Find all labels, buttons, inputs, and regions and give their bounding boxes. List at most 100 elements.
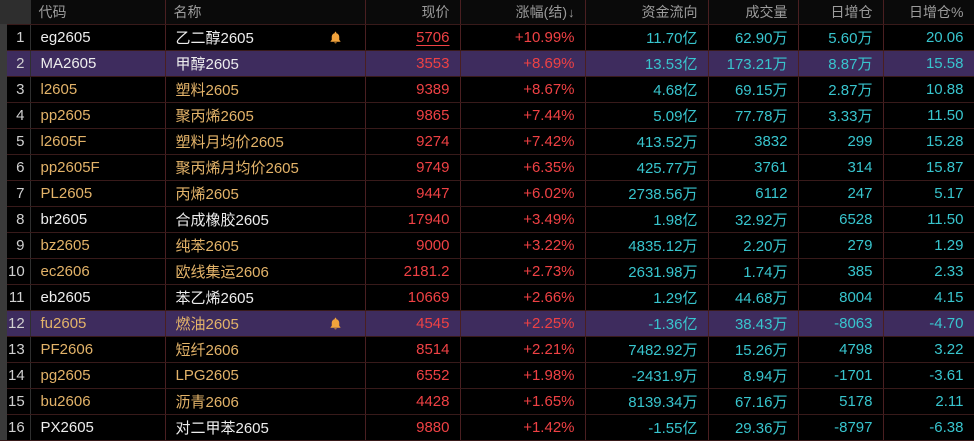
- instrument-code-text: pg2605: [40, 367, 91, 384]
- row-number-text: 6: [16, 159, 25, 176]
- change-percent-text: +1.98%: [523, 367, 575, 384]
- table-row[interactable]: 6 pp2605F 聚丙烯月均价2605 9749 +6.35% 425.77万 3761 3…: [0, 154, 974, 181]
- open-interest-change-cell: 6528: [798, 206, 884, 233]
- open-interest-change-cell: 5.60万: [798, 24, 884, 51]
- table-row[interactable]: 15 bu2606 沥青2606 4428 +1.65% 8139.34万 67.16万 51…: [0, 388, 974, 415]
- change-percent-text: +1.65%: [523, 393, 575, 410]
- instrument-code-text: MA2605: [40, 55, 97, 72]
- instrument-name-cell: 塑料2605: [165, 76, 366, 103]
- volume-cell: 15.26万: [708, 336, 799, 363]
- instrument-code-cell: pg2605: [30, 362, 166, 389]
- table-row[interactable]: 1 eg2605 乙二醇2605 5706 +10.99% 11.70亿 62.90万 5.6…: [0, 24, 974, 51]
- open-interest-change-cell: 279: [798, 232, 884, 259]
- change-percent-cell: +2.25%: [460, 310, 586, 337]
- instrument-name-text: 对二甲苯2605: [175, 420, 269, 437]
- capital-flow-text: -1.55亿: [648, 420, 698, 437]
- change-percent-text: +2.66%: [523, 289, 575, 306]
- table-row[interactable]: 4 pp2605 聚丙烯2605 9865 +7.44% 5.09亿 77.78万 3.33万…: [0, 102, 974, 129]
- table-row[interactable]: 12 fu2605 燃油2605 4545 +2.25% -1.36亿 38.43万 -806…: [0, 310, 974, 337]
- instrument-code-text: l2605: [40, 81, 78, 98]
- last-price-cell: 6552: [365, 362, 461, 389]
- open-interest-change-percent-text: 20.06: [925, 29, 964, 46]
- alert-bell-icon[interactable]: [328, 30, 343, 45]
- last-price-text: 9880: [416, 419, 450, 436]
- instrument-name-text: 沥青2606: [175, 394, 239, 411]
- table-row[interactable]: 5 l2605F 塑料月均价2605 9274 +7.42% 413.52万 3832 299…: [0, 128, 974, 155]
- change-percent-cell: +6.02%: [460, 180, 586, 207]
- open-interest-change-text: 6528: [839, 211, 873, 228]
- column-header-name[interactable]: 名称: [165, 0, 366, 25]
- last-price-text: 9749: [416, 159, 450, 176]
- instrument-name-cell: 乙二醇2605: [165, 24, 366, 51]
- volume-text: 3761: [754, 159, 788, 176]
- instrument-code-text: l2605F: [40, 133, 87, 150]
- open-interest-change-text: 247: [847, 185, 873, 202]
- table-row[interactable]: 3 l2605 塑料2605 9389 +8.67% 4.68亿 69.15万 2.87万 10…: [0, 76, 974, 103]
- open-interest-change-percent-cell: 15.28: [883, 128, 974, 155]
- column-header-oi_change[interactable]: 日增仓: [798, 0, 884, 25]
- capital-flow-text: 425.77万: [636, 160, 698, 177]
- open-interest-change-text: 5.60万: [828, 30, 873, 47]
- instrument-name-text: 甲醇2605: [175, 56, 239, 73]
- instrument-code-text: PF2606: [40, 341, 94, 358]
- last-price-cell: 4545: [365, 310, 461, 337]
- column-header-volume[interactable]: 成交量: [708, 0, 799, 25]
- open-interest-change-cell: 247: [798, 180, 884, 207]
- volume-text: 3832: [754, 133, 788, 150]
- open-interest-change-percent-text: 4.15: [934, 289, 964, 306]
- column-header-label: 名称: [173, 4, 202, 20]
- column-header-oi_change_pct[interactable]: 日增仓%: [883, 0, 974, 25]
- capital-flow-cell: 2738.56万: [585, 180, 709, 207]
- change-percent-text: +8.67%: [523, 81, 575, 98]
- instrument-code-cell: PL2605: [30, 180, 166, 207]
- instrument-name-cell: 苯乙烯2605: [165, 284, 366, 311]
- open-interest-change-text: -1701: [834, 367, 873, 384]
- table-row[interactable]: 10 ec2606 欧线集运2606 2181.2 +2.73% 2631.98万 1.74…: [0, 258, 974, 285]
- capital-flow-text: 2738.56万: [628, 186, 698, 203]
- instrument-name-cell: 短纤2606: [165, 336, 366, 363]
- capital-flow-text: 4.68亿: [653, 82, 698, 99]
- open-interest-change-cell: 3.33万: [798, 102, 884, 129]
- volume-text: 173.21万: [726, 56, 788, 73]
- column-header-flow[interactable]: 资金流向: [585, 0, 709, 25]
- volume-cell: 62.90万: [708, 24, 799, 51]
- table-row[interactable]: 2 MA2605 甲醇2605 3553 +8.69% 13.53亿 173.21万 8.87…: [0, 50, 974, 77]
- change-percent-cell: +1.98%: [460, 362, 586, 389]
- open-interest-change-text: -8063: [834, 315, 873, 332]
- instrument-code-cell: br2605: [30, 206, 166, 233]
- capital-flow-cell: 4835.12万: [585, 232, 709, 259]
- column-header-code[interactable]: 代码: [30, 0, 166, 25]
- volume-text: 77.78万: [734, 108, 788, 125]
- instrument-code-cell: ec2606: [30, 258, 166, 285]
- table-row[interactable]: 13 PF2606 短纤2606 8514 +2.21% 7482.92万 15.26万 47…: [0, 336, 974, 363]
- volume-text: 32.92万: [734, 212, 788, 229]
- column-header-change[interactable]: 涨幅(结)↓: [460, 0, 586, 25]
- table-row[interactable]: 8 br2605 合成橡胶2605 17940 +3.49% 1.98亿 32.92万 652…: [0, 206, 974, 233]
- last-price-text: 4428: [416, 393, 450, 410]
- table-row[interactable]: 9 bz2605 纯苯2605 9000 +3.22% 4835.12万 2.20万 279 1…: [0, 232, 974, 259]
- instrument-name-text: 苯乙烯2605: [175, 290, 254, 307]
- last-price-text[interactable]: 5706: [416, 29, 450, 46]
- last-price-text: 17940: [407, 211, 450, 228]
- alert-bell-icon[interactable]: [328, 316, 343, 331]
- column-header-label: 现价: [421, 4, 450, 20]
- open-interest-change-percent-cell: -6.38: [883, 414, 974, 441]
- table-row[interactable]: 11 eb2605 苯乙烯2605 10669 +2.66% 1.29亿 44.68万 800…: [0, 284, 974, 311]
- instrument-name-text: 纯苯2605: [175, 238, 239, 255]
- change-percent-text: +7.44%: [523, 107, 575, 124]
- last-price-cell: 8514: [365, 336, 461, 363]
- open-interest-change-percent-text: -4.70: [929, 315, 964, 332]
- column-header-price[interactable]: 现价: [365, 0, 461, 25]
- change-percent-text: +10.99%: [514, 29, 575, 46]
- table-row[interactable]: 7 PL2605 丙烯2605 9447 +6.02% 2738.56万 6112 247 5.…: [0, 180, 974, 207]
- change-percent-cell: +7.44%: [460, 102, 586, 129]
- capital-flow-text: 413.52万: [636, 134, 698, 151]
- table-row[interactable]: 14 pg2605 LPG2605 6552 +1.98% -2431.9万 8.94万 -1…: [0, 362, 974, 389]
- table-row[interactable]: 16 PX2605 对二甲苯2605 9880 +1.42% -1.55亿 29.36万 -8…: [0, 414, 974, 441]
- instrument-name-text: 欧线集运2606: [175, 264, 269, 281]
- instrument-code-text: PX2605: [40, 419, 94, 436]
- row-number-text: 12: [8, 315, 25, 332]
- instrument-code-cell: PX2605: [30, 414, 166, 441]
- volume-cell: 173.21万: [708, 50, 799, 77]
- volume-text: 8.94万: [743, 368, 788, 385]
